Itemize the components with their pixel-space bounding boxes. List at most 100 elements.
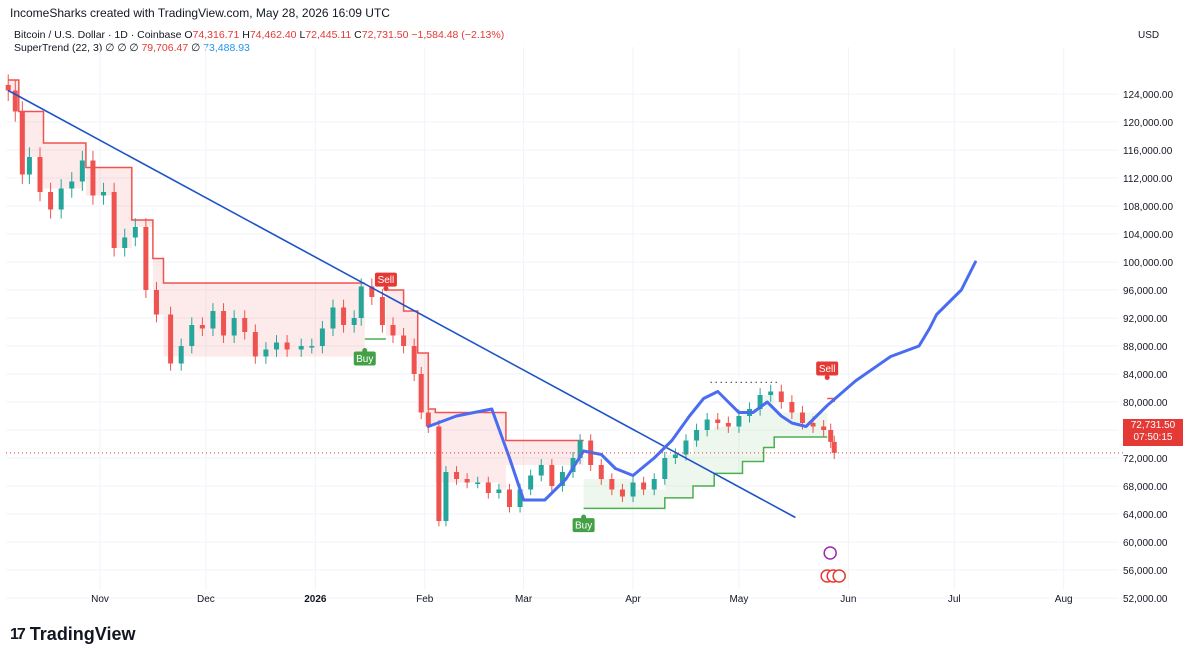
candle-body [651,479,657,490]
candle-body [418,374,424,413]
x-tick-label: Apr [625,594,641,605]
candle-body [736,416,742,427]
x-tick-label: Dec [197,594,215,605]
ohlc-change: −1,584.48 (−2.13%) [411,29,505,41]
candle-body [549,465,555,486]
sell-label: Sell [819,364,836,375]
buy-label: Buy [356,354,373,365]
currency-label[interactable]: USD [1138,30,1160,41]
tv-logo-icon: 17 [10,625,26,643]
supertrend-down-area-2-fill [428,409,436,427]
buy-dot [581,514,587,520]
candle-body [577,440,583,458]
candle-body [199,325,205,329]
candle-body [79,160,85,182]
supertrend-down-area-2-fill [403,311,418,346]
candle-body [778,391,784,402]
ohlc-close: C72,731.50 [354,29,409,41]
grid [6,47,1118,599]
supertrend-down-area-fill [43,143,83,189]
candle-body [390,325,396,336]
candle-body [496,489,502,493]
candle-body [609,479,615,490]
supertrend-up-area-fill [763,395,775,448]
candle-body [298,346,304,350]
candle-body [528,475,534,490]
indicator-name[interactable]: SuperTrend (22, 3) [14,42,103,54]
candle-body [369,286,375,297]
supertrend-down-area-2-fill [498,412,506,490]
candle-body [757,395,763,409]
candle-body [630,482,636,497]
candle-body [319,328,325,346]
indicator-flags: ∅ ∅ ∅ [105,42,139,54]
supertrend-down-area-fill [131,220,153,227]
y-tick-label: 56,000.00 [1123,566,1168,577]
candle-body [69,181,75,189]
candle-body [284,342,290,350]
candle-body [619,489,625,497]
y-tick-label: 88,000.00 [1123,342,1168,353]
y-tick-label: 116,000.00 [1123,146,1173,157]
candle-body [485,482,491,493]
candle-body [401,335,407,346]
candle-body [598,465,604,479]
y-tick-label: 100,000.00 [1123,258,1173,269]
trendline [7,89,796,519]
candle-body [379,297,385,325]
y-tick-label: 96,000.00 [1123,286,1168,297]
ohlc-low: L72,445.11 [299,29,352,41]
sell-label-bg [816,361,839,376]
y-tick-label: 52,000.00 [1123,594,1168,605]
candle-body [189,325,195,346]
x-axis: Nov Dec 2026 Feb Mar Apr May Jun Jul Aug [91,594,1072,605]
candle-body [274,342,279,350]
ohlc-open: O74,316.71 [184,29,240,41]
y-tick-label: 120,000.00 [1123,118,1173,129]
supertrend-down-line [8,79,365,284]
candle-body [789,402,795,413]
buy-marker: Buy [353,348,376,366]
supertrend-up-area-fill [714,426,743,474]
candle-body [821,426,827,430]
candle-body [48,192,54,210]
candle-body [37,157,43,192]
x-tick-label: 2026 [304,594,327,605]
supertrend-value-down: 79,706.47 [141,42,189,54]
candle-body [111,192,117,248]
candle-body [58,188,64,210]
buy-label-bg [353,351,376,366]
supertrend-down-area-fill [39,111,44,192]
candle-body [263,349,269,357]
y-tick-label: 104,000.00 [1123,230,1173,241]
brand-name: TradingView [29,624,136,644]
y-axis: 124,000.00 120,000.00 116,000.00 112,000.00… [1123,90,1173,605]
candle-body [330,307,336,329]
event-flag-icon [832,569,846,583]
x-tick-label: Nov [91,594,109,605]
symbol-title[interactable]: Bitcoin / U.S. Dollar · 1D · Coinbase [14,29,182,41]
candle-body [101,192,107,196]
tradingview-logo[interactable]: 17 TradingView [10,624,136,645]
event-icons [820,546,846,583]
chart-credit: IncomeSharks created with TradingView.co… [10,6,390,20]
candle-body [570,458,576,472]
supertrend-down-area-fill [152,258,164,315]
candle-body [122,237,128,248]
buy-dot [362,348,368,353]
candle-body [5,84,11,91]
candle-body [641,482,647,490]
candle-body [704,419,710,430]
candle-body [694,430,700,441]
candle-body [242,318,248,332]
sell-dot [824,375,830,380]
y-tick-label: 80,000.00 [1123,398,1168,409]
candle-body [538,465,544,476]
y-tick-label: 108,000.00 [1123,202,1173,213]
candle-body [559,472,565,486]
candle-body [506,489,512,507]
candle-body [351,318,357,325]
candle-body [309,346,315,348]
last-price-badge: 72,731.50 07:50:15 [1123,419,1183,446]
